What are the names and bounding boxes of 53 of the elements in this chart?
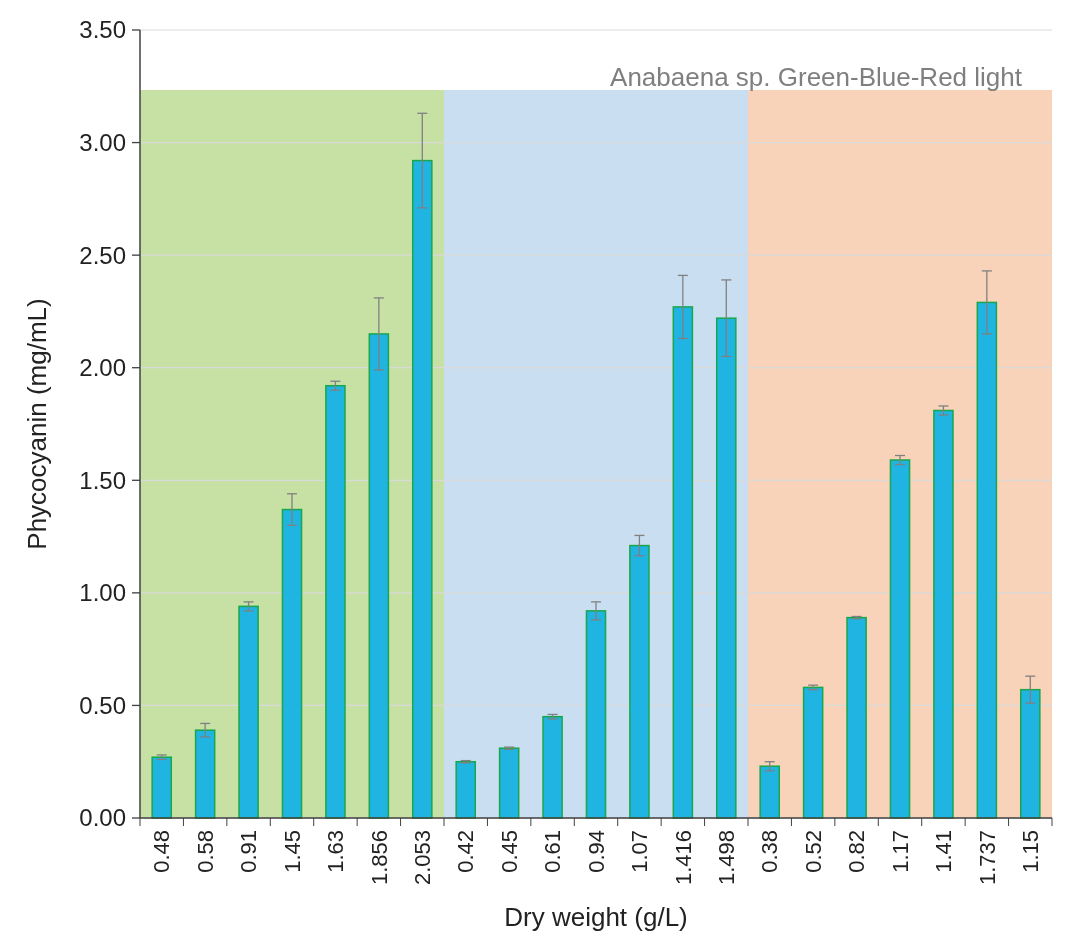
bar	[889, 459, 911, 819]
bar	[802, 686, 824, 819]
x-tick-label: 0.52	[800, 830, 826, 873]
bar	[585, 610, 607, 819]
y-tick-label: 3.50	[79, 16, 126, 44]
x-tick-label: 0.42	[453, 830, 479, 873]
y-tick-label: 0.00	[79, 804, 126, 832]
x-tick-label: 0.61	[540, 830, 566, 873]
x-tick-label: 1.416	[670, 830, 696, 886]
x-axis-title: Dry weight (g/L)	[504, 902, 688, 932]
bar	[194, 729, 216, 819]
x-tick-label: 0.38	[757, 830, 783, 873]
bar	[455, 760, 477, 819]
x-tick-label: 0.82	[844, 830, 870, 873]
bar	[933, 409, 954, 819]
y-tick-label: 3.00	[79, 128, 126, 156]
x-tick-label: 1.737	[974, 830, 1000, 886]
bar	[238, 605, 259, 819]
y-tick-label: 2.00	[79, 354, 126, 382]
text: Anabaena sp. Green-Blue-Red light	[610, 62, 1023, 92]
y-tick-label: 0.50	[79, 691, 126, 719]
bar	[325, 384, 346, 819]
bar	[976, 301, 998, 819]
x-tick-label: 1.498	[713, 830, 739, 886]
bar	[629, 544, 650, 819]
bar	[368, 333, 390, 819]
bar	[846, 616, 867, 819]
y-tick-label: 2.50	[79, 241, 126, 269]
x-tick-label: 1.63	[323, 830, 349, 873]
x-tick-label: 0.91	[236, 830, 262, 873]
y-tick-label: 1.50	[79, 466, 126, 494]
bar	[151, 756, 173, 819]
y-tick-label: 1.00	[79, 579, 126, 607]
x-tick-label: 0.94	[583, 830, 609, 873]
x-tick-label: 1.856	[366, 830, 392, 886]
x-tick-label: 1.15	[1017, 830, 1043, 873]
x-tick-label: 0.48	[149, 830, 175, 873]
x-tick-label: 1.07	[627, 830, 653, 873]
bar	[542, 715, 563, 819]
bar	[281, 508, 303, 819]
bar	[672, 306, 694, 819]
x-tick-label: 0.45	[496, 830, 522, 873]
bar	[715, 317, 737, 819]
bar	[1019, 688, 1041, 819]
x-tick-label: 1.41	[931, 830, 957, 873]
x-tick-label: 2.053	[409, 830, 435, 886]
bar	[759, 765, 781, 819]
y-axis-title: Phycocyanin (mg/mL)	[22, 298, 52, 550]
x-tick-label: 1.17	[887, 830, 913, 873]
x-tick-label: 1.45	[279, 830, 305, 873]
x-tick-label: 0.58	[192, 830, 218, 873]
bar	[411, 159, 433, 819]
bar	[498, 747, 520, 819]
